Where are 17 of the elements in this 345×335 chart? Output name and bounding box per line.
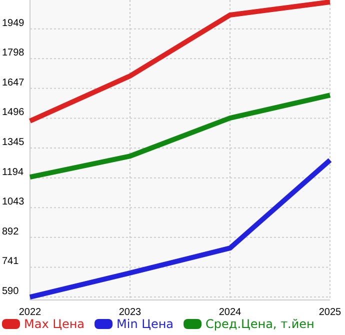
- y-tick-label: 892: [2, 226, 20, 238]
- y-tick-label: 1949: [2, 18, 25, 29]
- y-tick-label: 1647: [2, 77, 25, 88]
- x-tick-label: 2024: [218, 307, 242, 318]
- y-tick-label: 1496: [2, 107, 25, 118]
- y-tick-label: 741: [2, 256, 20, 268]
- x-tick-label: 2025: [318, 307, 342, 318]
- x-tick-label: 2023: [118, 307, 142, 318]
- legend-label: Сред.Цена, т.йен: [206, 317, 314, 331]
- y-tick-label: 1345: [2, 137, 25, 148]
- y-tick-label: 1043: [2, 196, 25, 208]
- y-tick-label: 1194: [2, 166, 24, 178]
- y-tick-label: 1798: [2, 48, 25, 59]
- legend-label: Min Цена: [116, 317, 174, 331]
- y-tick-label: 590: [2, 286, 20, 298]
- legend-label: Max Цена: [24, 317, 85, 331]
- x-tick-label: 2022: [18, 307, 42, 318]
